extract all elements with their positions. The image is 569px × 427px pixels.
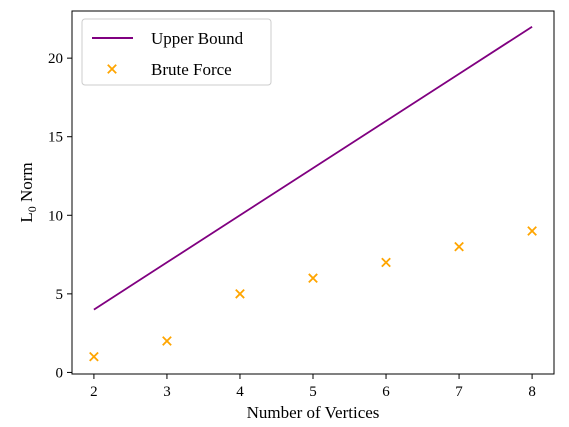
y-tick-label: 5 [56,287,64,303]
x-tick-label: 2 [90,384,98,400]
y-axis-label-suffix: Norm [17,162,36,206]
x-axis: 2 3 4 5 6 7 8 [90,374,536,400]
brute-force-point [89,351,99,362]
x-tick-label: 4 [236,384,244,400]
legend-x-marker [107,64,117,74]
y-axis: 0 5 10 15 20 [48,51,72,381]
legend-label-brute-force: Brute Force [151,60,232,79]
y-axis-label: L0 Norm [17,162,39,222]
x-tick-label: 7 [455,384,463,400]
y-tick-label: 0 [56,365,64,381]
y-axis-label-main: L [17,212,36,222]
plot-area [89,25,537,362]
x-tick-label: 3 [163,384,171,400]
y-tick-label: 20 [48,51,63,67]
brute-force-point [235,289,245,299]
x-tick-label: 6 [382,384,390,400]
x-tick-label: 8 [528,384,536,400]
legend-label-upper-bound: Upper Bound [151,29,244,48]
upper-bound-line [93,25,533,311]
x-tick-label: 5 [309,384,317,400]
brute-force-point [527,226,537,236]
brute-force-point [381,257,391,268]
brute-force-point [454,241,464,252]
y-tick-label: 10 [48,208,63,224]
legend: Upper Bound Brute Force [81,18,272,86]
brute-force-point [308,273,318,283]
y-axis-label-subscript: 0 [25,206,39,212]
x-axis-label: Number of Vertices [247,403,380,422]
y-tick-label: 15 [48,130,63,146]
brute-force-point [162,336,172,346]
legend-box [81,18,272,86]
